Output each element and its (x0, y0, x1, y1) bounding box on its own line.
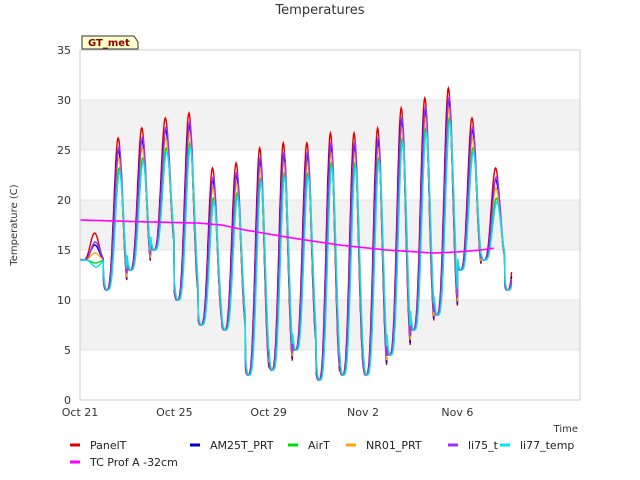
x-axis-label: Time (553, 424, 578, 435)
x-axis-ticks: Oct 21 Oct 25 Oct 29 Nov 2 Nov 6 (62, 406, 474, 419)
x-tick-label: Nov 6 (441, 406, 473, 419)
x-tick-label: Oct 29 (250, 406, 287, 419)
legend-label: AirT (308, 439, 330, 452)
legend-label: AM25T_PRT (210, 439, 274, 452)
y-tick-label: 35 (57, 44, 71, 57)
legend-label: li75_t (468, 439, 499, 452)
y-axis-ticks: 0 5 10 15 20 25 30 35 (57, 44, 71, 407)
series-line (79, 120, 513, 381)
site-label-tag (81, 35, 139, 50)
grid-band (80, 300, 580, 350)
legend: PanelT AM25T_PRT AirT NR01_PRT li75_t li77_te… (70, 439, 574, 469)
x-tick-label: Oct 21 (62, 406, 99, 419)
y-tick-label: 20 (57, 194, 71, 207)
plot-frame (79, 49, 581, 401)
series-line (80, 219, 494, 254)
y-axis-label: Temperature (C) (9, 184, 20, 266)
x-tick-label: Oct 25 (156, 406, 193, 419)
y-tick-label: 30 (57, 94, 71, 107)
legend-label: NR01_PRT (366, 439, 422, 452)
site-label: GT_met (88, 38, 130, 49)
y-tick-label: 10 (57, 294, 71, 307)
legend-label: TC Prof A -32cm (89, 456, 178, 469)
site-label-box: GT_met (81, 35, 139, 50)
chart-title: Temperatures (274, 3, 364, 18)
legend-label: PanelT (90, 439, 127, 452)
y-tick-label: 5 (64, 344, 71, 357)
legend-label: li77_temp (520, 439, 574, 452)
x-tick-label: Nov 2 (347, 406, 379, 419)
grid-band (80, 200, 580, 250)
y-tick-label: 25 (57, 144, 71, 157)
series-layer (79, 85, 513, 381)
y-tick-label: 15 (57, 244, 71, 257)
y-tick-label: 0 (64, 394, 71, 407)
